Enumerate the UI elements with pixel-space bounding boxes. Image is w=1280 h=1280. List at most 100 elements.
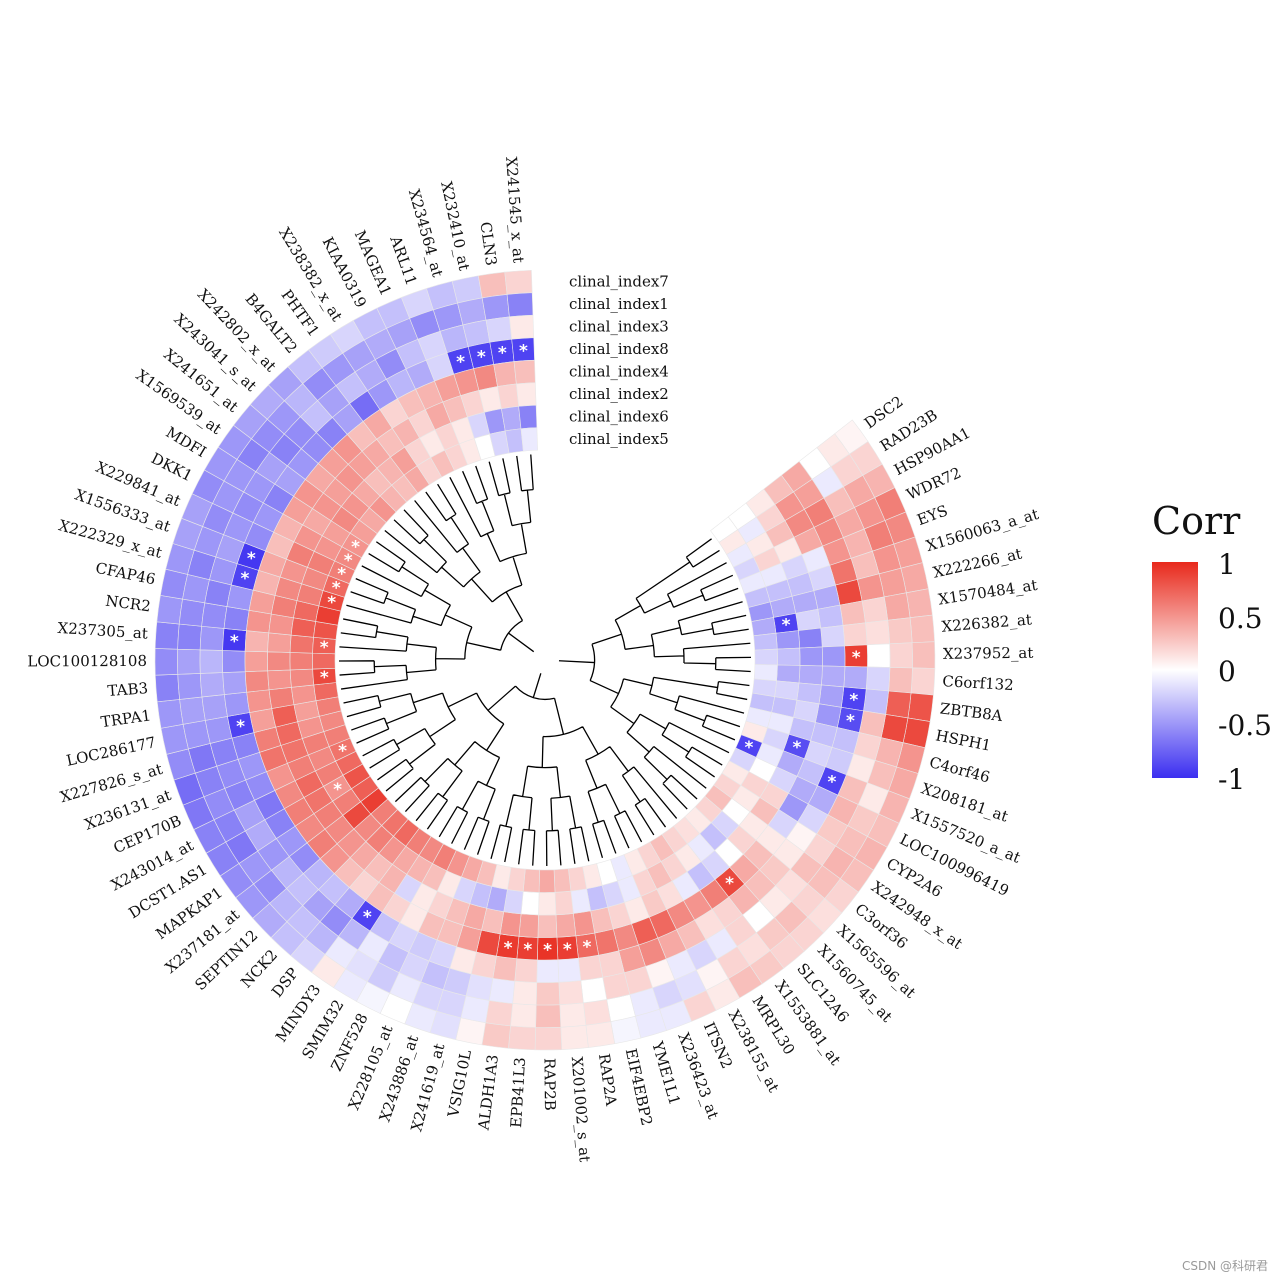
heatmap-cell-clinal_index4-X241545_x_at — [513, 359, 536, 385]
legend-tick-1: 1 — [1218, 548, 1236, 581]
significance-star-clinal_index6-X1570484_at: * — [782, 616, 791, 636]
heatmap-cell-clinal_index1-X1570484_at — [883, 592, 911, 621]
heatmap-cell-clinal_index1-X237305_at — [177, 623, 202, 651]
heatmap-cell-clinal_index7-ALDH1A3 — [481, 1022, 511, 1049]
heatmap-cell-clinal_index7-X237952_at — [911, 641, 936, 669]
significance-star-clinal_index8-X222329_x_at: * — [241, 569, 250, 589]
significance-star-clinal_index5-MDFI: * — [351, 538, 360, 558]
significance-star-clinal_index8-LOC286177: * — [236, 717, 245, 737]
heatmap-cell-clinal_index2-X1570484_at — [795, 608, 821, 631]
significance-star-clinal_index5-X222329_x_at: * — [327, 593, 336, 613]
gene-label-C6orf132: C6orf132 — [942, 672, 1014, 694]
significance-star-clinal_index4-EPB41L3: * — [523, 940, 532, 960]
heatmap-cell-clinal_index3-C6orf132 — [865, 666, 891, 692]
significance-star-clinal_index8-X234564_at: * — [456, 352, 465, 372]
heatmap-cell-clinal_index7-TRPA1 — [156, 699, 184, 729]
heatmap-cell-clinal_index2-X237952_at — [799, 646, 823, 667]
heatmap-cell-clinal_index1-TRPA1 — [179, 696, 206, 725]
significance-star-clinal_index8-X237305_at: * — [230, 632, 239, 652]
significance-star-clinal_index8-X241545_x_at: * — [519, 341, 528, 361]
watermark: CSDN @科研君 — [1181, 1259, 1268, 1273]
heatmap-cell-clinal_index8-TRPA1 — [224, 691, 250, 717]
legend-tick-neg1: -1 — [1218, 763, 1245, 796]
heatmap-cell-clinal_index1-RAP2B — [535, 1004, 562, 1028]
ring-label-clinal_index8: clinal_index8 — [569, 340, 669, 358]
heatmap-cell-clinal_index6-X237305_at — [289, 634, 314, 654]
gene-label-CFAP46: CFAP46 — [94, 559, 157, 589]
heatmap-cell-clinal_index3-X1570484_at — [861, 596, 889, 624]
heatmap-cell-clinal_index3-LOC100128108 — [199, 649, 224, 674]
heatmap-cell-clinal_index2-CLN3 — [497, 383, 520, 410]
heatmap-cell-clinal_index5-EPB41L3 — [522, 868, 540, 893]
dendrogram — [338, 454, 751, 866]
heatmap-cell-clinal_index2-TRPA1 — [268, 687, 295, 709]
heatmap-cell-clinal_index3-X237952_at — [866, 643, 891, 668]
heatmap-cell-clinal_index1-NCR2 — [178, 598, 206, 627]
heatmap-cell-clinal_index5-X241545_x_at — [520, 427, 538, 452]
heatmap-cell-clinal_index3-X201002_s_at — [558, 980, 584, 1005]
heatmap-cell-clinal_index6-X241545_x_at — [518, 404, 538, 430]
gene-label-X226382_at: X226382_at — [941, 610, 1033, 635]
heatmap-cell-clinal_index7-ZBTB8A — [907, 692, 934, 722]
heatmap-cell-clinal_index1-TAB3 — [177, 673, 203, 700]
heatmap-cell-clinal_index1-ZBTB8A — [885, 690, 912, 719]
heatmap-cell-clinal_index6-LOC100128108 — [289, 652, 313, 671]
gene-label-VSIG10L: VSIG10L — [444, 1048, 475, 1119]
heatmap-cell-clinal_index8-X226382_at — [842, 622, 868, 647]
heatmap-cell-clinal_index4-CLN3 — [493, 361, 517, 387]
significance-marks: ********** * * ******************* — [230, 341, 861, 960]
significance-star-clinal_index2-X208181_at: * — [792, 738, 801, 758]
significance-star-clinal_index5-X1556333_at: * — [332, 579, 341, 599]
significance-star-clinal_index8-X1557520_a_at: * — [827, 773, 836, 793]
significance-star-clinal_index5-DKK1: * — [344, 551, 353, 571]
heatmap-cell-clinal_index1-X201002_s_at — [559, 1002, 587, 1028]
heatmap-cell-clinal_index7-X201002_s_at — [560, 1024, 589, 1050]
heatmap-cell-clinal_index4-X1570484_at — [817, 604, 844, 629]
heatmap-cell-clinal_index1-RAP2A — [583, 999, 612, 1026]
significance-star-clinal_index5-X237305_at: * — [320, 638, 329, 658]
gene-label-ZBTB8A: ZBTB8A — [939, 699, 1004, 725]
legend: Corr 1 0.5 0 -0.5 -1 — [1152, 499, 1272, 796]
gene-label-YME1L1: YME1L1 — [648, 1038, 684, 1107]
heatmap-cell-clinal_index3-X241545_x_at — [509, 314, 535, 340]
heatmap-cell-clinal_index7-X241545_x_at — [504, 269, 533, 295]
significance-star-clinal_index4-SLC12A6: * — [725, 874, 734, 894]
heatmap-cell-clinal_index4-X237305_at — [244, 630, 270, 653]
gene-label-X1570484_at: X1570484_at — [937, 576, 1039, 609]
heatmap-cell-clinal_index2-X201002_s_at — [555, 913, 577, 938]
heatmap-cell-clinal_index8-RAP2B — [536, 959, 560, 983]
gene-label-ALDH1A3: ALDH1A3 — [474, 1053, 502, 1131]
legend-tick-neg0.5: -0.5 — [1218, 709, 1272, 742]
heatmap-cell-clinal_index2-X237305_at — [267, 632, 292, 653]
heatmap-cell-clinal_index2-LOC100128108 — [267, 651, 291, 672]
heatmap-cell-clinal_index1-ALDH1A3 — [485, 1000, 513, 1027]
heatmap-cell-clinal_index8-C6orf132 — [843, 666, 868, 690]
ring-label-clinal_index6: clinal_index6 — [569, 407, 669, 425]
heatmap-cell-clinal_index7-LOC100128108 — [154, 648, 179, 676]
heatmap-cell-clinal_index1-EPB41L3 — [510, 1003, 537, 1028]
heatmap-cell-clinal_index5-X226382_at — [753, 632, 778, 651]
heatmap-cell-clinal_index7-NCR2 — [156, 595, 183, 625]
heatmap-cell-clinal_index7-RAP2A — [585, 1021, 616, 1048]
heatmap-cell-clinal_index6-TAB3 — [289, 668, 315, 688]
heatmap-cell-clinal_index3-X226382_at — [865, 619, 890, 646]
gene-label-X237952_at: X237952_at — [943, 644, 1034, 663]
gene-label-X241545_x_at: X241545_x_at — [502, 156, 527, 263]
significance-star-clinal_index8-X232410_at: * — [477, 347, 486, 367]
heatmap-cell-clinal_index2-EPB41L3 — [518, 913, 539, 938]
gene-label-LOC100128108: LOC100128108 — [27, 652, 147, 671]
heatmap-cell-clinal_index8-EPB41L3 — [514, 958, 538, 983]
significance-star-clinal_index5-CEP170B: * — [338, 741, 347, 761]
heatmap-cell-clinal_index5-RAP2B — [538, 869, 556, 893]
heatmap-cell-clinal_index4-TAB3 — [244, 670, 270, 693]
gene-label-X237305_at: X237305_at — [57, 619, 148, 643]
heatmap-cell-clinal_index6-C6orf132 — [776, 664, 801, 684]
significance-star-clinal_index5-X1557520_a_at: * — [745, 738, 754, 758]
gene-label-C4orf46: C4orf46 — [927, 753, 991, 786]
significance-star-clinal_index5-X229841_at: * — [337, 565, 346, 585]
gene-label-EPB41L3: EPB41L3 — [507, 1057, 529, 1129]
heatmap-cell-clinal_index4-LOC100128108 — [244, 650, 269, 672]
ring-label-clinal_index4: clinal_index4 — [569, 362, 669, 380]
heatmap-cell-clinal_index2-RAP2B — [537, 914, 558, 938]
